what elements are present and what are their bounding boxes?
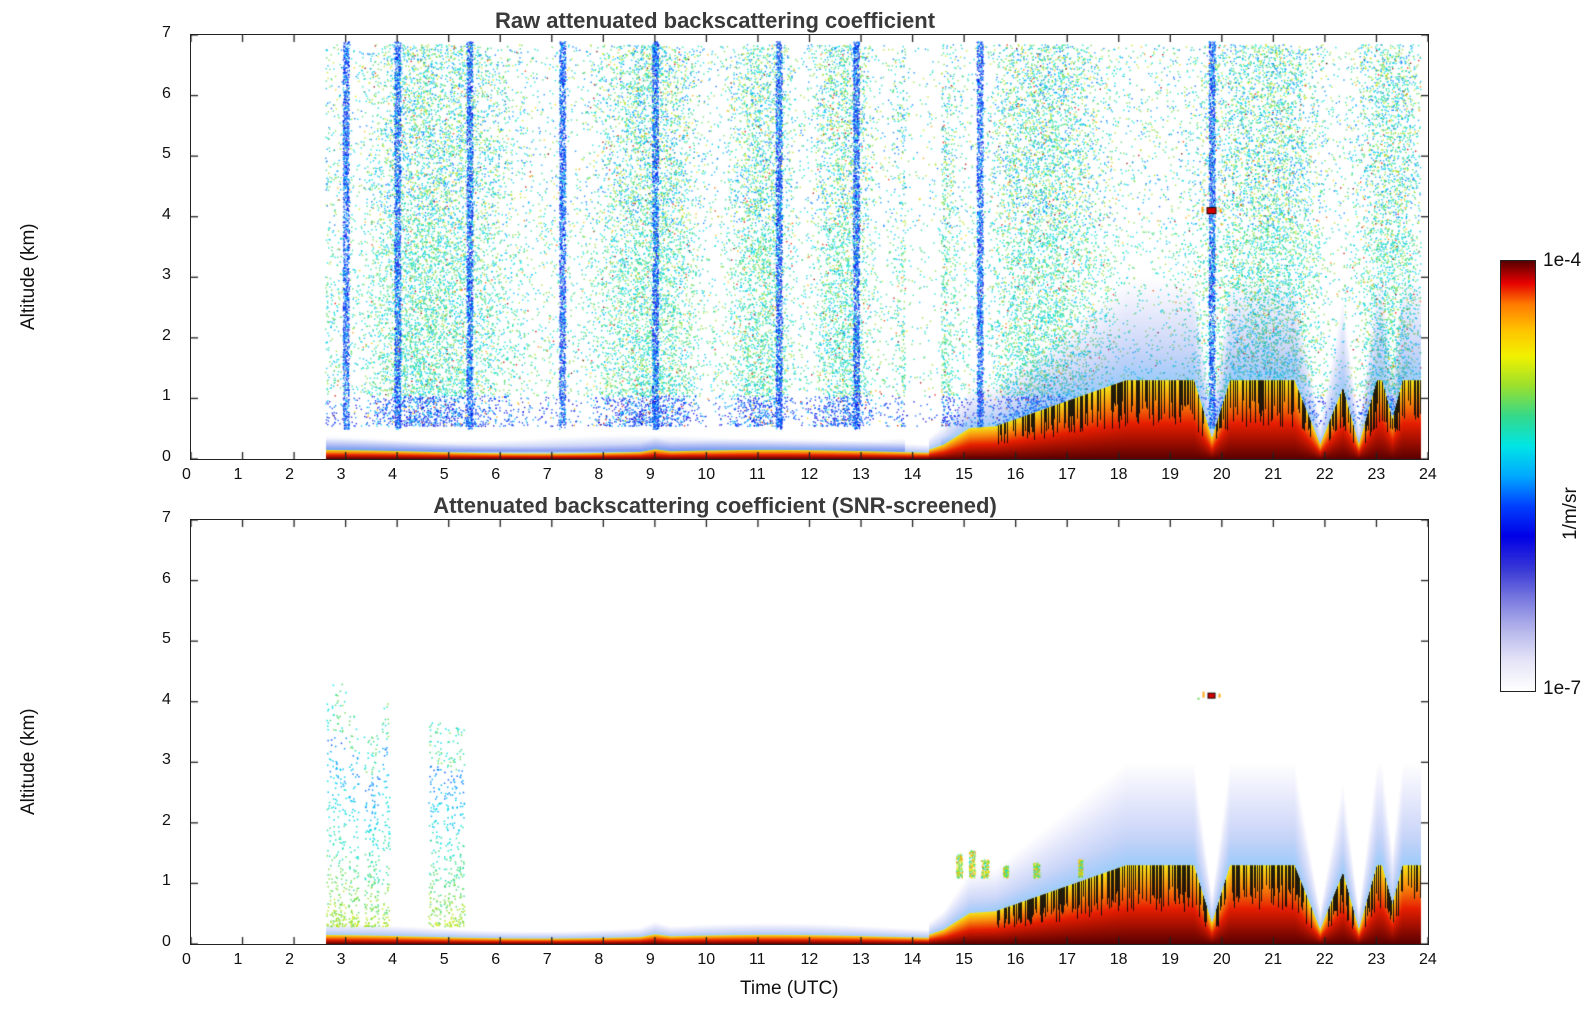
panel1-xtick-21: 21: [1264, 466, 1282, 484]
panel2-xtick-19: 19: [1161, 951, 1179, 969]
panel1-ytick-7: 7: [162, 24, 171, 42]
panel1-ytick-2: 2: [162, 327, 171, 345]
panel1-xtick-4: 4: [388, 466, 397, 484]
panel2-xtick-24: 24: [1419, 951, 1437, 969]
panel2-xtick-23: 23: [1367, 951, 1385, 969]
panel1-xtick-18: 18: [1110, 466, 1128, 484]
panel2-xtick-10: 10: [697, 951, 715, 969]
panel2-title: Attenuated backscattering coefficient (S…: [190, 493, 1240, 519]
panel2-ytick-3: 3: [162, 751, 171, 769]
panel2-xtick-22: 22: [1316, 951, 1334, 969]
panel2-ytick-7: 7: [162, 509, 171, 527]
panel2-ytick-2: 2: [162, 812, 171, 830]
panel2-ylabel: Altitude (km): [18, 708, 40, 815]
panel1-xtick-14: 14: [904, 466, 922, 484]
panel2-xtick-9: 9: [646, 951, 655, 969]
panel1-ylabel: Altitude (km): [18, 223, 40, 330]
app-root: Raw attenuated backscattering coefficien…: [0, 0, 1595, 1020]
panel2-xtick-20: 20: [1213, 951, 1231, 969]
panel2-ytick-5: 5: [162, 630, 171, 648]
panel1-ytick-5: 5: [162, 145, 171, 163]
panel1-xtick-12: 12: [801, 466, 819, 484]
panel1-ytick-3: 3: [162, 266, 171, 284]
panel1-xtick-3: 3: [337, 466, 346, 484]
panel2-ytick-4: 4: [162, 691, 171, 709]
colorbar-min-label: 1e-7: [1543, 678, 1581, 700]
panel2-ytick-0: 0: [162, 933, 171, 951]
panel1-ytick-1: 1: [162, 387, 171, 405]
panel2-xtick-12: 12: [801, 951, 819, 969]
panel2-xtick-21: 21: [1264, 951, 1282, 969]
panel1-xtick-5: 5: [440, 466, 449, 484]
panel1-xtick-11: 11: [749, 466, 766, 484]
panel1-xtick-1: 1: [234, 466, 243, 484]
panel2-ytick-6: 6: [162, 570, 171, 588]
panel1-xtick-13: 13: [852, 466, 870, 484]
panel1-xtick-22: 22: [1316, 466, 1334, 484]
panel1-xtick-23: 23: [1367, 466, 1385, 484]
panel1-title: Raw attenuated backscattering coefficien…: [190, 8, 1240, 34]
panel2-xtick-11: 11: [749, 951, 766, 969]
panel1-xtick-7: 7: [543, 466, 552, 484]
panel1-xtick-16: 16: [1007, 466, 1025, 484]
panel1-xtick-8: 8: [594, 466, 603, 484]
panel2-xtick-3: 3: [337, 951, 346, 969]
panel1-ytick-6: 6: [162, 85, 171, 103]
panel2-xtick-0: 0: [182, 951, 191, 969]
colorbar-unit-label: 1/m/sr: [1560, 487, 1582, 540]
panel1-xtick-6: 6: [491, 466, 500, 484]
panel2-xtick-7: 7: [543, 951, 552, 969]
panel2-xtick-1: 1: [234, 951, 243, 969]
panel1-xtick-19: 19: [1161, 466, 1179, 484]
panel2-xtick-4: 4: [388, 951, 397, 969]
panel1-xtick-20: 20: [1213, 466, 1231, 484]
panel2-xtick-15: 15: [955, 951, 973, 969]
panel2-xlabel: Time (UTC): [740, 978, 839, 1000]
panel2-xtick-14: 14: [904, 951, 922, 969]
colorbar-gradient[interactable]: [1500, 260, 1536, 692]
panel2-plot-canvas[interactable]: [190, 519, 1429, 945]
panel2-xtick-13: 13: [852, 951, 870, 969]
panel2-xtick-17: 17: [1058, 951, 1076, 969]
panel2-xtick-2: 2: [285, 951, 294, 969]
colorbar-max-label: 1e-4: [1543, 250, 1581, 272]
panel2-xtick-18: 18: [1110, 951, 1128, 969]
panel1-xtick-0: 0: [182, 466, 191, 484]
panel1-plot-canvas[interactable]: [190, 34, 1429, 460]
panel1-xtick-9: 9: [646, 466, 655, 484]
panel1-xtick-15: 15: [955, 466, 973, 484]
panel2-xtick-16: 16: [1007, 951, 1025, 969]
panel1-xtick-17: 17: [1058, 466, 1076, 484]
panel1-xtick-10: 10: [697, 466, 715, 484]
panel2-xtick-5: 5: [440, 951, 449, 969]
panel2-ytick-1: 1: [162, 872, 171, 890]
panel1-xtick-2: 2: [285, 466, 294, 484]
panel2-xtick-8: 8: [594, 951, 603, 969]
panel1-ytick-0: 0: [162, 448, 171, 466]
panel1-xtick-24: 24: [1419, 466, 1437, 484]
panel1-ytick-4: 4: [162, 206, 171, 224]
panel2-xtick-6: 6: [491, 951, 500, 969]
